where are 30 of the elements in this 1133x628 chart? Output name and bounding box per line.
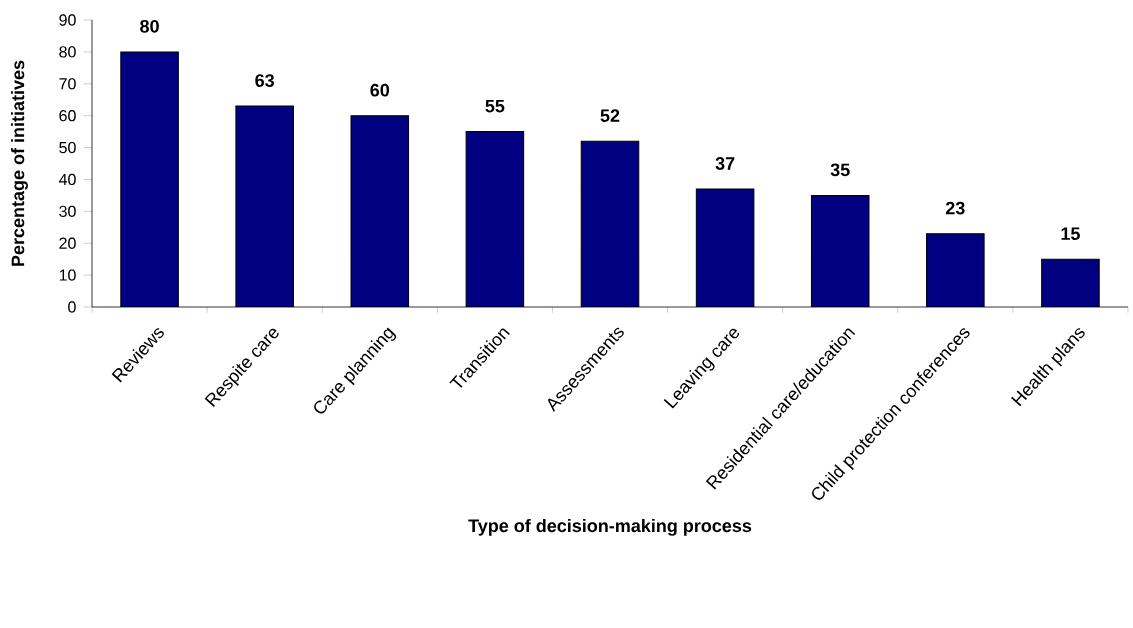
y-tick-label: 40 [58, 173, 76, 186]
bar [696, 189, 754, 307]
data-label: 37 [715, 157, 735, 170]
y-tick-label: 0 [68, 301, 76, 313]
bar [811, 195, 869, 307]
y-tick-label: 90 [59, 14, 76, 26]
data-label: 60 [370, 83, 390, 97]
data-label: 23 [945, 201, 965, 215]
x-axis-title: Type of decision-making process [468, 518, 752, 536]
y-axis-title: Percentage of initiatives [11, 60, 28, 266]
data-label: 80 [140, 19, 159, 33]
y-tick-label: 50 [59, 141, 76, 154]
y-tick-label: 60 [59, 110, 76, 122]
bar [235, 106, 294, 307]
data-label: 35 [830, 163, 850, 177]
data-label: 63 [255, 74, 275, 87]
data-label: 52 [600, 109, 620, 123]
data-label: 15 [1061, 227, 1080, 241]
y-tick-label: 20 [59, 237, 76, 249]
bar [1041, 258, 1100, 307]
bar [466, 131, 524, 307]
bar [120, 51, 179, 307]
data-label: 55 [485, 99, 505, 113]
y-tick-label: 80 [59, 46, 76, 58]
bar [351, 115, 409, 307]
bar [581, 141, 639, 307]
y-tick-label: 10 [59, 269, 76, 281]
y-tick-label: 70 [59, 78, 76, 90]
bar [926, 233, 985, 307]
y-tick-label: 30 [59, 205, 76, 217]
